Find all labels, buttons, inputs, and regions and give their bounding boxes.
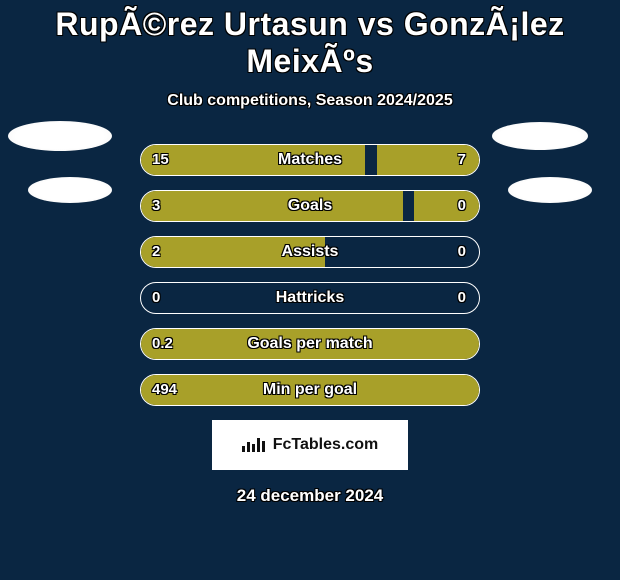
- stat-bar-left: [141, 329, 480, 359]
- stat-bar-shell: [140, 374, 480, 406]
- stat-bar-left: [141, 375, 480, 405]
- stat-bar-right: [377, 145, 479, 175]
- bars-icon: [242, 438, 265, 452]
- player-photo-right: [508, 177, 592, 203]
- stat-bar-left: [141, 237, 325, 267]
- comparison-infographic: RupÃ©rez Urtasun vs GonzÃ¡lez MeixÃºs Cl…: [0, 0, 620, 580]
- stat-bar-shell: [140, 282, 480, 314]
- stat-bar-shell: [140, 328, 480, 360]
- stat-bar-shell: [140, 144, 480, 176]
- stat-row: Hattricks00: [0, 282, 620, 314]
- stat-bar-shell: [140, 190, 480, 222]
- stat-row: Assists20: [0, 236, 620, 268]
- player-photo-left: [8, 121, 112, 151]
- page-title: RupÃ©rez Urtasun vs GonzÃ¡lez MeixÃºs: [0, 0, 620, 80]
- stat-bar-left: [141, 145, 365, 175]
- date-label: 24 december 2024: [0, 486, 620, 506]
- stat-bar-shell: [140, 236, 480, 268]
- source-logo: FcTables.com: [212, 420, 408, 470]
- stat-bar-left: [141, 191, 403, 221]
- player-photo-left: [28, 177, 112, 203]
- stat-bar-right: [414, 191, 479, 221]
- stat-row: Min per goal494: [0, 374, 620, 406]
- page-subtitle: Club competitions, Season 2024/2025: [0, 92, 620, 110]
- stat-row: Goals per match0.2: [0, 328, 620, 360]
- player-photo-right: [492, 122, 588, 150]
- logo-text: FcTables.com: [273, 436, 379, 454]
